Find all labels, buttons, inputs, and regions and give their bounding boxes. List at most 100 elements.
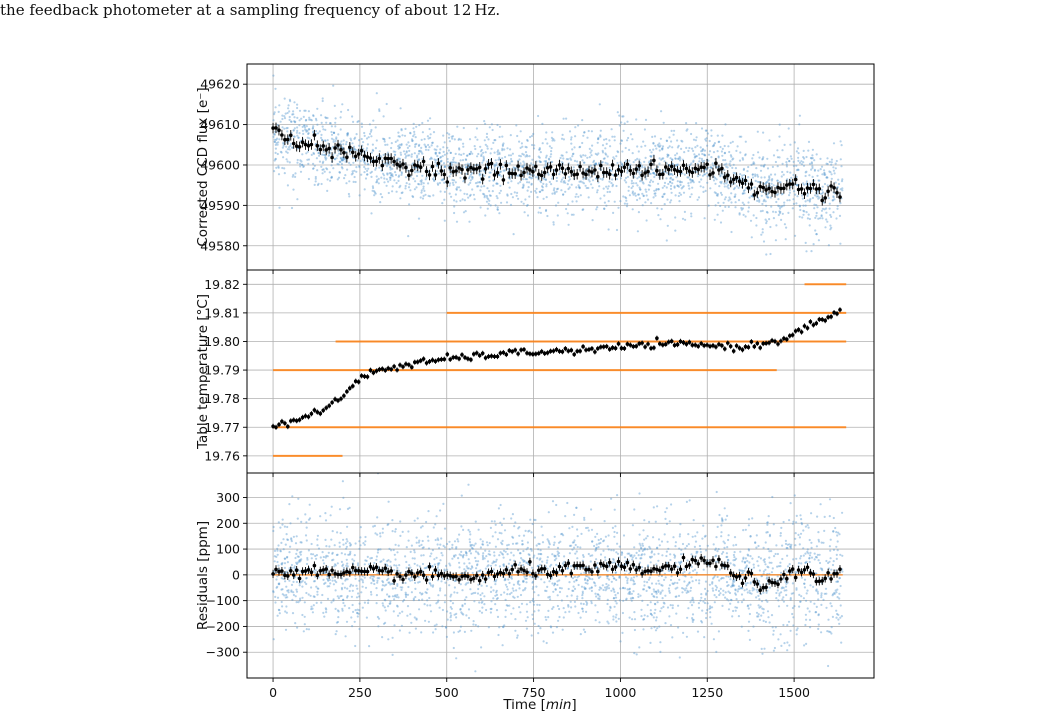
binned-point: [507, 171, 512, 175]
binned-point: [374, 159, 379, 164]
raw-point: [665, 177, 668, 180]
raw-point: [516, 582, 520, 585]
binned-point: [501, 350, 506, 355]
raw-point: [558, 173, 561, 176]
raw-point: [575, 193, 578, 196]
raw-point: [337, 163, 340, 166]
raw-point: [531, 617, 535, 621]
raw-point: [422, 185, 425, 188]
raw-point: [526, 173, 529, 176]
raw-point: [621, 150, 624, 153]
raw-point: [289, 144, 292, 147]
raw-point: [446, 132, 449, 135]
raw-point: [290, 120, 293, 123]
raw-point: [317, 587, 320, 590]
raw-point: [837, 531, 840, 534]
raw-point: [825, 162, 828, 165]
raw-point: [807, 552, 810, 555]
raw-point: [787, 620, 791, 623]
raw-point: [364, 535, 367, 539]
raw-point: [792, 520, 795, 523]
raw-point: [821, 569, 824, 572]
raw-point: [810, 250, 813, 253]
raw-point: [804, 561, 807, 564]
raw-point: [485, 132, 489, 135]
raw-point: [340, 110, 343, 113]
raw-point: [716, 134, 719, 137]
raw-point: [342, 157, 345, 160]
raw-point: [497, 149, 500, 152]
raw-point: [437, 568, 441, 572]
raw-point: [411, 195, 414, 198]
raw-point: [804, 174, 807, 178]
raw-point: [351, 558, 354, 561]
binned-point: [690, 343, 695, 347]
raw-point: [664, 576, 667, 579]
raw-point: [481, 600, 484, 603]
raw-point: [819, 567, 822, 570]
raw-point: [797, 168, 800, 172]
raw-point: [692, 159, 695, 162]
raw-point: [729, 578, 732, 581]
raw-point: [602, 549, 605, 552]
raw-point: [727, 184, 730, 187]
raw-point: [615, 155, 618, 158]
raw-point: [661, 195, 664, 198]
raw-point: [713, 594, 716, 597]
raw-point: [296, 561, 299, 564]
raw-point: [687, 583, 690, 586]
raw-point: [444, 594, 447, 597]
raw-point: [526, 189, 529, 192]
raw-point: [402, 150, 406, 153]
raw-point: [380, 176, 383, 179]
raw-point: [643, 614, 646, 617]
raw-point: [698, 180, 701, 184]
raw-point: [766, 157, 769, 160]
raw-point: [783, 223, 787, 226]
raw-point: [695, 170, 698, 174]
raw-point: [700, 621, 704, 624]
raw-point: [318, 160, 322, 163]
raw-point: [339, 116, 342, 119]
raw-point: [427, 194, 430, 197]
raw-point: [399, 184, 402, 187]
raw-point: [421, 592, 424, 595]
raw-point: [494, 531, 497, 534]
raw-point: [322, 160, 325, 163]
raw-point: [698, 157, 701, 160]
raw-point: [712, 144, 715, 147]
raw-point: [772, 217, 776, 220]
binned-point: [675, 342, 680, 347]
raw-point: [286, 126, 289, 130]
raw-point: [654, 590, 658, 593]
raw-point: [296, 116, 299, 119]
raw-point: [436, 145, 439, 148]
binned-point: [814, 321, 819, 326]
raw-point: [540, 578, 543, 581]
raw-point: [612, 577, 616, 580]
raw-point: [785, 161, 788, 164]
raw-point: [631, 190, 635, 193]
raw-point: [671, 606, 674, 610]
raw-point: [687, 543, 690, 546]
raw-point: [828, 160, 831, 163]
raw-point: [767, 616, 770, 619]
raw-point: [613, 577, 616, 580]
raw-point: [478, 172, 481, 175]
raw-point: [340, 588, 344, 591]
raw-point: [780, 526, 783, 530]
raw-point: [372, 119, 375, 122]
raw-point: [570, 142, 573, 145]
raw-point: [712, 175, 716, 178]
raw-point: [476, 163, 479, 167]
raw-point: [333, 157, 336, 160]
raw-point: [638, 175, 641, 179]
raw-point: [408, 578, 411, 581]
raw-point: [599, 177, 602, 180]
raw-point: [725, 162, 728, 165]
raw-point: [686, 172, 689, 175]
raw-point: [512, 607, 515, 610]
raw-point: [495, 609, 499, 612]
raw-point: [298, 124, 301, 127]
raw-point: [762, 570, 766, 573]
